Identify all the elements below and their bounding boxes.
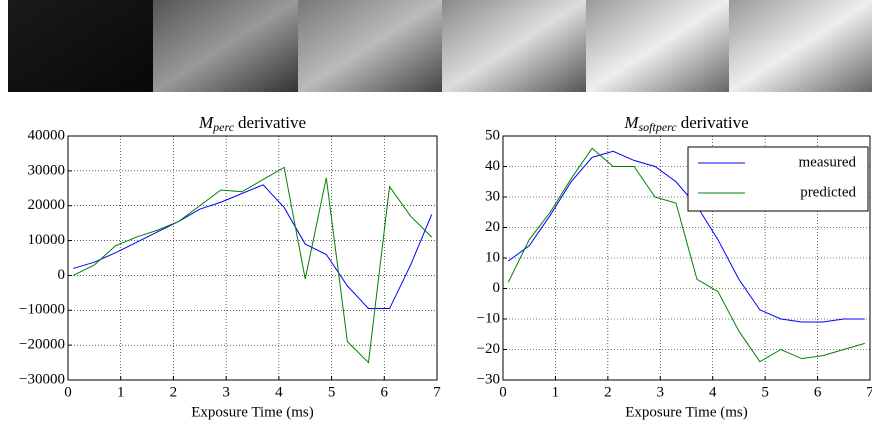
title-text: derivative xyxy=(681,113,749,132)
series-line xyxy=(73,184,433,310)
series-line xyxy=(507,150,865,323)
x-tick-label: 4 xyxy=(709,384,717,400)
y-tick-label: −20000 xyxy=(19,337,65,353)
x-tick-label: 1 xyxy=(552,384,560,400)
x-tick-label: 4 xyxy=(275,384,283,400)
x-tick-label: 3 xyxy=(657,384,665,400)
y-tick-label: −30000 xyxy=(19,371,65,387)
plot-frame xyxy=(67,135,438,381)
y-tick-label: 20000 xyxy=(28,197,66,213)
y-tick-label: 0 xyxy=(58,267,66,283)
x-axis-label: Exposure Time (ms) xyxy=(191,404,314,420)
series-line xyxy=(507,147,865,363)
plot-frame xyxy=(502,135,871,381)
y-tick-label: −30 xyxy=(477,371,500,387)
y-tick-label: 30000 xyxy=(28,162,66,178)
x-tick-label: 5 xyxy=(328,384,336,400)
x-tick-label: 6 xyxy=(814,384,822,400)
y-tick-label: 40 xyxy=(485,158,500,174)
legend-label: measured xyxy=(799,154,857,170)
frame xyxy=(298,0,442,92)
image-strip xyxy=(8,0,872,92)
y-tick-label: −10 xyxy=(477,310,500,326)
legend-box xyxy=(687,146,869,212)
x-tick-label: 0 xyxy=(64,384,72,400)
legend-label: predicted xyxy=(800,184,856,200)
x-axis-label: Exposure Time (ms) xyxy=(625,404,748,420)
x-tick-label: 1 xyxy=(117,384,125,400)
y-tick-label: −10000 xyxy=(19,302,65,318)
frame xyxy=(586,0,729,92)
chart-title: Mperc derivative xyxy=(198,113,306,134)
y-tick-label: 0 xyxy=(493,280,501,296)
x-tick-label: 7 xyxy=(866,384,872,400)
title-subscript: perc xyxy=(212,120,235,134)
y-tick-label: 30 xyxy=(485,188,500,204)
chart-title: Msoftperc derivative xyxy=(623,113,748,134)
frame xyxy=(8,0,153,92)
title-symbol: M xyxy=(623,113,639,132)
title-text: derivative xyxy=(238,113,306,132)
y-tick-label: 10000 xyxy=(28,232,66,248)
y-tick-label: 10 xyxy=(485,249,500,265)
x-tick-label: 2 xyxy=(604,384,612,400)
frame xyxy=(729,0,872,92)
y-tick-label: −20 xyxy=(477,341,500,357)
x-tick-label: 0 xyxy=(499,384,507,400)
y-tick-label: 40000 xyxy=(28,127,66,143)
y-tick-label: 20 xyxy=(485,219,500,235)
x-tick-label: 2 xyxy=(170,384,178,400)
frame xyxy=(153,0,298,92)
frame xyxy=(442,0,586,92)
y-tick-label: 50 xyxy=(485,127,500,143)
title-subscript: softperc xyxy=(638,120,677,134)
title-symbol: M xyxy=(198,113,214,132)
x-tick-label: 3 xyxy=(222,384,230,400)
series-line xyxy=(73,166,433,364)
x-tick-label: 5 xyxy=(761,384,769,400)
x-tick-label: 7 xyxy=(433,384,441,400)
x-tick-label: 6 xyxy=(381,384,389,400)
